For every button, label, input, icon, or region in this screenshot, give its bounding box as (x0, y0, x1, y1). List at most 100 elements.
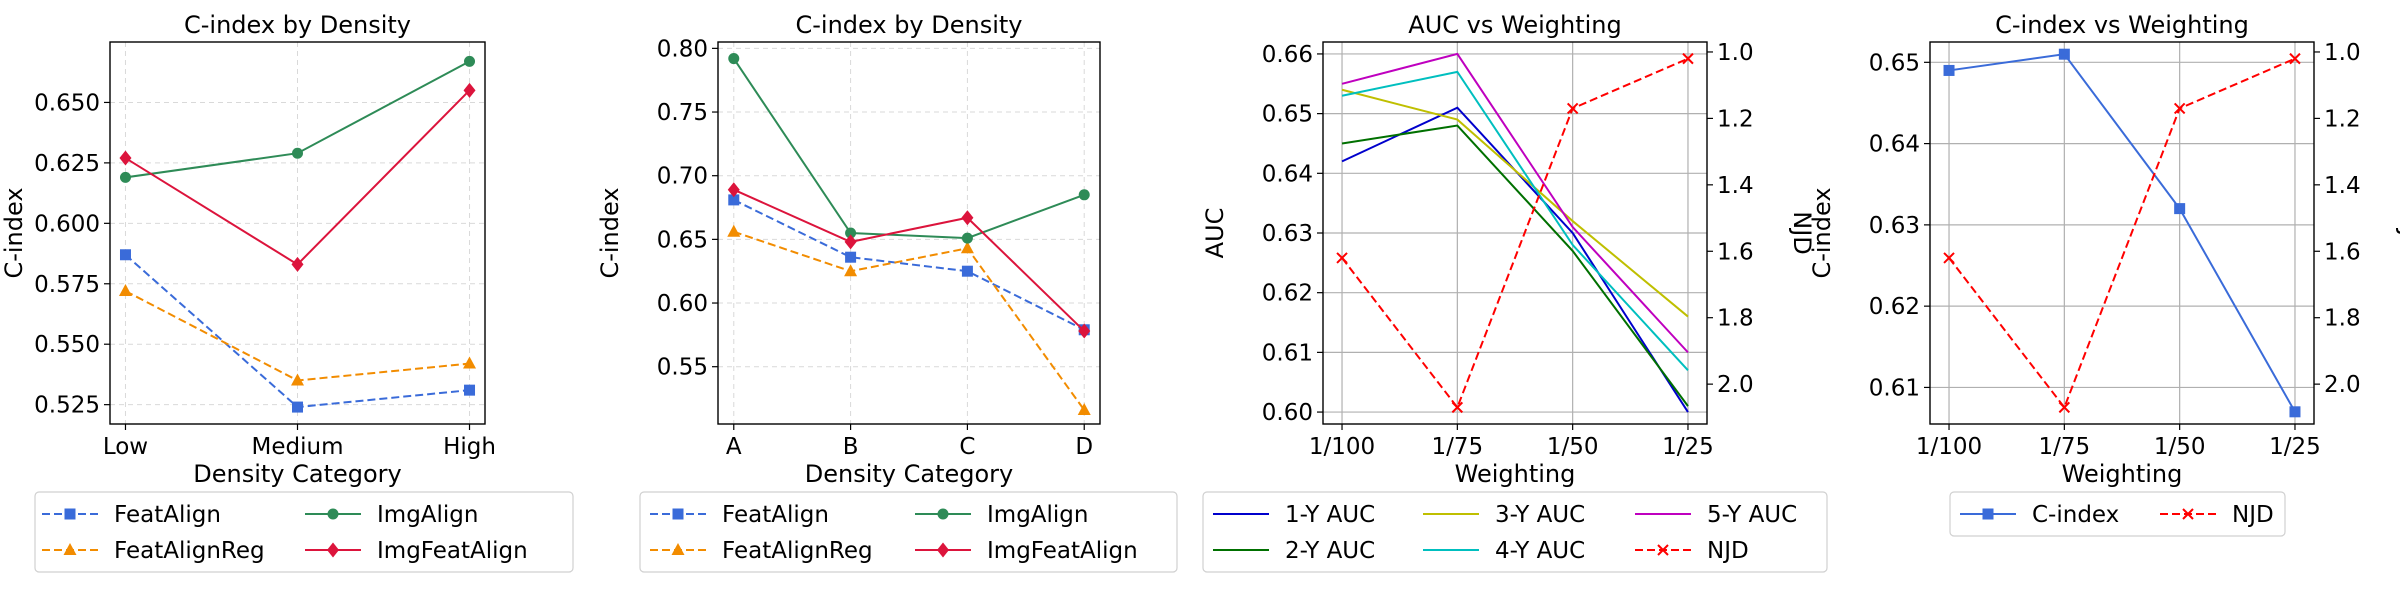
series-5-y-auc (1341, 52, 1689, 354)
y-tick-label: 0.64 (1262, 161, 1313, 187)
y-tick-label: 0.625 (34, 151, 100, 177)
data-point-featalign (845, 251, 857, 263)
y-tick-label: 0.650 (34, 90, 100, 116)
data-point-imgalign (1078, 189, 1090, 201)
data-point-featalignreg (844, 264, 858, 277)
legend-label-njd: NJD (1707, 538, 1749, 564)
series-line-imgalign (732, 57, 1085, 240)
series-line-imgfeatalign (733, 188, 1085, 332)
x-axis-label: Density Category (805, 460, 1014, 488)
data-point-imgfeatalign (1078, 323, 1091, 339)
data-point-c-index (2058, 48, 2070, 60)
chart-title: C-index vs Weighting (1995, 11, 2249, 39)
plot-frame (717, 41, 1101, 425)
y-tick-label: 0.60 (657, 291, 708, 317)
series-line-4-y-auc (1341, 70, 1689, 371)
x-tick-label: 1/75 (2039, 434, 2091, 460)
legend-marker-c-index (1982, 508, 1994, 520)
series-line-njd (1948, 57, 2296, 410)
y-tick-label: 0.61 (1869, 375, 1920, 401)
data-point-featalignreg (960, 241, 974, 254)
data-point-njd (2289, 52, 2301, 65)
data-point-imgfeatalign (961, 210, 974, 226)
data-point-featalign (728, 194, 740, 206)
legend-label-featalignreg: FeatAlignReg (114, 538, 265, 564)
data-point-featalignreg (727, 224, 741, 237)
legend-label-imgfeatalign: ImgFeatAlign (987, 538, 1138, 564)
y-tick-label: 0.525 (34, 393, 100, 419)
chart-title: C-index by Density (795, 11, 1022, 39)
y2-tick-label: 1.0 (1717, 40, 1754, 66)
y2-tick-label: 1.4 (2324, 173, 2361, 199)
data-point-njd (2058, 401, 2071, 414)
x-tick-label: 1/100 (1309, 434, 1375, 460)
y-tick-label: 0.63 (1869, 213, 1920, 239)
data-point-imgalign (845, 227, 857, 239)
data-point-imgfeatalign (119, 150, 132, 166)
legend-label-njd: NJD (2232, 502, 2274, 528)
data-point-imgalign (961, 232, 973, 244)
y-tick-label: 0.65 (657, 227, 708, 253)
legend-marker-featalign (672, 508, 684, 520)
y-axis-label: C-index (0, 187, 28, 278)
x-tick-label: 1/50 (1547, 434, 1599, 460)
y2-tick-label: 1.2 (2324, 106, 2361, 132)
x-tick-label: A (726, 434, 742, 460)
series-2-y-auc (1341, 124, 1689, 407)
x-tick-label: 1/75 (1432, 434, 1484, 460)
y-tick-label: 0.61 (1262, 340, 1313, 366)
y2-tick-label: 1.8 (1717, 306, 1754, 332)
y2-axis-label: NJD (2395, 211, 2400, 255)
y-tick-label: 0.70 (657, 164, 708, 190)
legend-marker-imgfeatalign (327, 542, 339, 558)
y-tick-label: 0.55 (657, 355, 708, 381)
series-imgfeatalign (727, 182, 1091, 339)
series-line-featalign (733, 198, 1085, 331)
x-axis-label: Weighting (2062, 460, 2183, 488)
data-point-featalignreg (1077, 402, 1091, 415)
y2-tick-label: 1.4 (1717, 173, 1754, 199)
data-point-imgalign (292, 147, 303, 159)
legend-marker-featalignreg (671, 543, 685, 555)
chart-panel-4: 0.61 0.62 0.63 0.64 0.65 1/100 1/75 1/50 1/25 1.0… (1808, 11, 2400, 537)
legend-label-1-y-auc: 1-Y AUC (1285, 502, 1375, 528)
y-tick-label: 0.575 (34, 272, 100, 298)
data-point-c-index (2174, 203, 2186, 215)
y-axis-label: C-index (596, 187, 624, 278)
chart-panel-1: 0.525 0.550 0.575 0.600 0.625 0.650 Low Medium H… (0, 11, 574, 573)
data-point-featalign (961, 265, 973, 277)
data-point-c-index (2289, 406, 2301, 418)
series-4-y-auc (1341, 70, 1689, 371)
x-tick-label: 1/25 (2269, 434, 2321, 460)
x-tick-label: Medium (252, 434, 344, 460)
y-tick-label: 0.60 (1262, 400, 1313, 426)
series-line-3-y-auc (1341, 88, 1689, 318)
series-imgalign (728, 53, 1090, 244)
y-tick-label: 0.64 (1869, 132, 1920, 158)
y-tick-label: 0.63 (1262, 221, 1313, 247)
legend-label-imgalign: ImgAlign (377, 502, 478, 528)
series-line-5-y-auc (1341, 52, 1689, 354)
series-featalign (728, 194, 1090, 336)
legend-marker-imgalign (327, 508, 339, 520)
legend-label-2-y-auc: 2-Y AUC (1285, 538, 1375, 564)
y-tick-label: 0.62 (1869, 294, 1920, 320)
data-point-imgfeatalign (463, 82, 476, 98)
legend-label-3-y-auc: 3-Y AUC (1495, 502, 1585, 528)
series-njd (1336, 52, 1694, 414)
y-axis-label: AUC (1201, 208, 1229, 259)
data-point-njd (1943, 252, 1955, 264)
legend-label-c-index: C-index (2032, 502, 2119, 528)
data-point-featalignreg (463, 356, 477, 369)
legend: FeatAlign FeatAlignReg ImgAlign ImgFeatAlig… (34, 491, 574, 573)
y2-tick-label: 1.8 (2324, 306, 2361, 332)
data-point-imgalign (728, 53, 740, 65)
legend-box (34, 491, 574, 573)
x-tick-label: D (1075, 434, 1093, 460)
series-line-njd (1341, 57, 1689, 410)
legend-marker-imgalign (937, 508, 949, 520)
legend: C-index NJD (1949, 491, 2286, 537)
series-njd (1943, 52, 2301, 414)
data-point-featalignreg (118, 284, 132, 297)
